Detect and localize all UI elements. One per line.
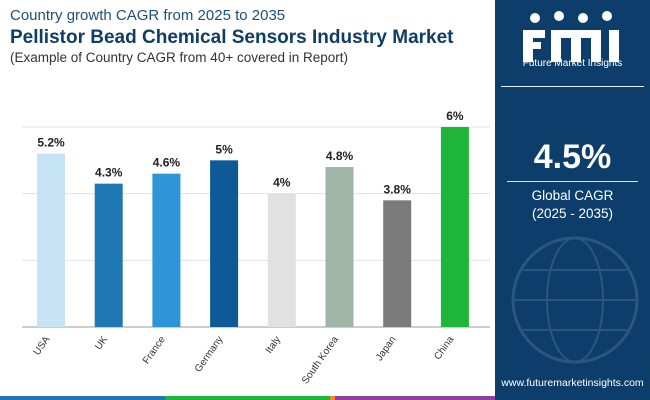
website-link[interactable]: www.futuremarketinsights.com <box>501 377 644 389</box>
data-label: 4.3% <box>95 166 123 180</box>
chart-title: Pellistor Bead Chemical Sensors Industry… <box>10 27 454 48</box>
panel-divider <box>501 86 644 87</box>
logo-wordmark: Future Market Insights <box>522 58 623 69</box>
x-tick-label: China <box>432 334 456 362</box>
strip-segment-blue <box>0 396 165 400</box>
x-tick-label: France <box>141 334 168 366</box>
data-label: 4.6% <box>153 156 181 170</box>
x-tick-label: South Korea <box>300 334 341 386</box>
bar-china <box>440 127 469 327</box>
bottom-color-strip <box>0 396 495 400</box>
data-label: 6% <box>446 109 464 123</box>
kpi-divider <box>507 181 638 182</box>
data-label: 5% <box>215 142 233 156</box>
global-cagr-value: 4.5% <box>533 138 612 176</box>
strip-segment-orange <box>330 396 335 400</box>
chart-subtitle: Country growth CAGR from 2025 to 2035 <box>10 7 286 24</box>
chart-header: Country growth CAGR from 2025 to 2035 Pe… <box>10 6 490 66</box>
bar-italy <box>267 193 296 327</box>
bar-japan <box>383 200 412 327</box>
bar-uk <box>94 183 123 327</box>
bar-south-korea <box>325 167 354 327</box>
x-tick-label: Italy <box>264 334 284 355</box>
x-tick-label: UK <box>93 334 110 352</box>
bar-usa <box>37 153 65 327</box>
data-label: 3.8% <box>384 182 412 196</box>
global-cagr-period: (2025 - 2035) <box>531 206 614 221</box>
bar-france <box>152 173 181 327</box>
fmi-logo-icon <box>523 11 619 62</box>
strip-segment-green <box>165 396 330 400</box>
chart-note: (Example of Country CAGR from 40+ covere… <box>10 50 349 65</box>
bar-germany <box>210 160 239 327</box>
bar-chart: 5.2% USA 4.3% UK 4.6% France 5% Germany 4% Italy 4… <box>22 109 490 386</box>
global-cagr-label: Global CAGR <box>531 188 614 203</box>
x-tick-label: USA <box>32 334 53 357</box>
globe-watermark-icon <box>511 236 639 364</box>
summary-panel: Future Market Insights 4.5% Global CAGR … <box>495 0 650 400</box>
data-label: 4% <box>273 176 291 190</box>
data-label: 4.8% <box>326 149 354 163</box>
strip-segment-purple <box>335 396 495 400</box>
x-tick-label: Germany <box>193 334 226 374</box>
x-tick-label: Japan <box>374 334 399 363</box>
data-label: 5.2% <box>37 136 65 150</box>
